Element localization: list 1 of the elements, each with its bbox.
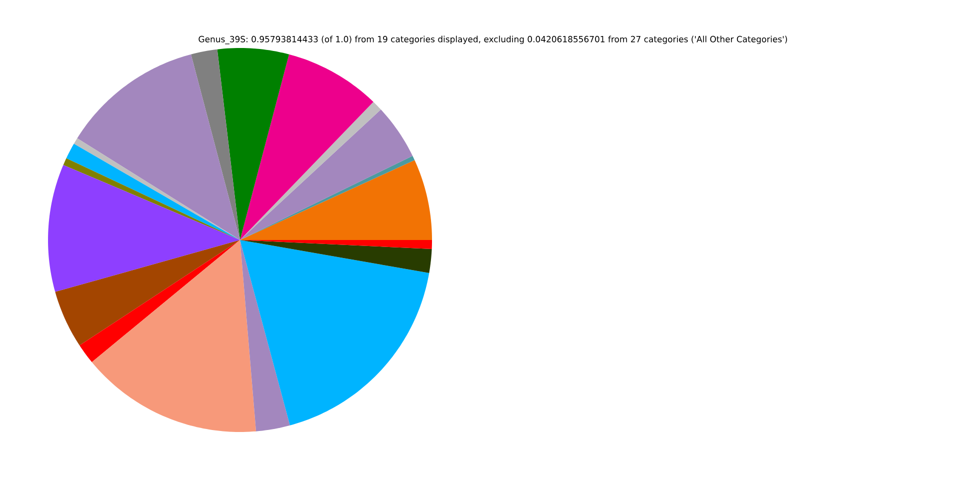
- text: Genus_39S: 0.95793814433 (of 1.0) from 19 categories displayed, excluding 0.0420618556701 from 27 categories ('All Other Categories'): [198, 36, 787, 44]
